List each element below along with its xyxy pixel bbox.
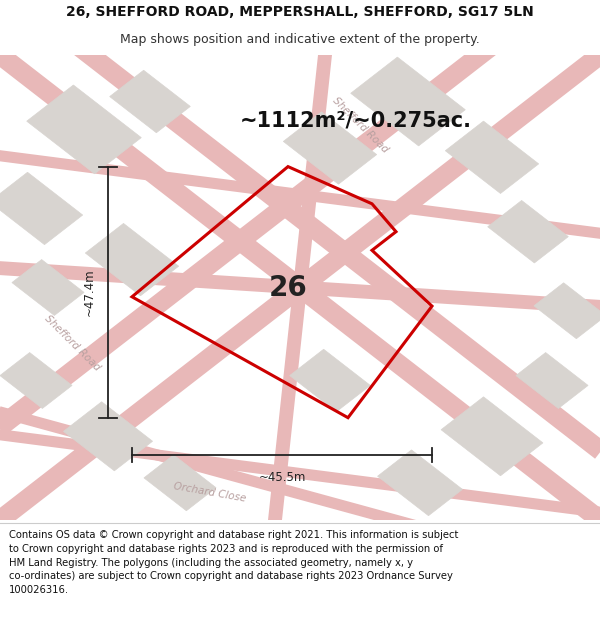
Bar (85, 223, 179, 296)
Bar (283, 112, 377, 184)
Bar (290, 349, 370, 412)
Bar (64, 402, 152, 471)
Text: Orchard Close: Orchard Close (173, 481, 247, 503)
Text: Map shows position and indicative extent of the property.: Map shows position and indicative extent… (120, 33, 480, 46)
Text: 26, SHEFFORD ROAD, MEPPERSHALL, SHEFFORD, SG17 5LN: 26, SHEFFORD ROAD, MEPPERSHALL, SHEFFORD… (66, 5, 534, 19)
Bar (351, 57, 465, 146)
Bar (144, 455, 216, 511)
Bar (0, 173, 83, 244)
Bar (534, 282, 600, 339)
Bar (110, 70, 190, 132)
Bar (516, 352, 588, 409)
Bar (488, 201, 568, 263)
Text: Contains OS data © Crown copyright and database right 2021. This information is : Contains OS data © Crown copyright and d… (9, 531, 458, 595)
Text: Shefford Road: Shefford Road (43, 314, 101, 373)
Bar (441, 397, 543, 476)
Bar (12, 259, 84, 316)
Text: ~47.4m: ~47.4m (83, 268, 96, 316)
Text: ~45.5m: ~45.5m (259, 471, 305, 484)
Text: ~1112m²/~0.275ac.: ~1112m²/~0.275ac. (240, 110, 472, 130)
Text: 26: 26 (269, 274, 307, 301)
Bar (0, 352, 72, 409)
Bar (27, 85, 141, 174)
Bar (377, 450, 463, 516)
Bar (445, 121, 539, 194)
Text: Shefford Road: Shefford Road (331, 95, 389, 154)
